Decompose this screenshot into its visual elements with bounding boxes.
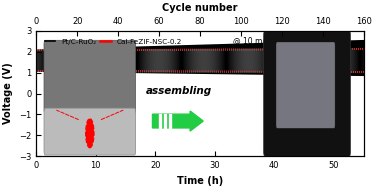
Text: assembling: assembling — [146, 86, 212, 96]
FancyBboxPatch shape — [44, 108, 136, 155]
X-axis label: Time (h): Time (h) — [177, 176, 223, 186]
FancyArrow shape — [164, 114, 166, 128]
FancyBboxPatch shape — [44, 40, 136, 113]
FancyArrow shape — [153, 111, 203, 131]
FancyBboxPatch shape — [264, 30, 351, 157]
Text: @ 10 mA cm⁻²: @ 10 mA cm⁻² — [232, 36, 288, 45]
FancyArrow shape — [159, 114, 161, 128]
X-axis label: Cycle number: Cycle number — [162, 3, 238, 13]
Y-axis label: Voltage (V): Voltage (V) — [3, 63, 13, 124]
FancyBboxPatch shape — [276, 42, 335, 128]
FancyArrow shape — [169, 114, 171, 128]
Legend: Pt/C-RuO₂, Cal-FeZIF-NSC-0.2: Pt/C-RuO₂, Cal-FeZIF-NSC-0.2 — [43, 37, 183, 46]
Circle shape — [86, 119, 94, 148]
